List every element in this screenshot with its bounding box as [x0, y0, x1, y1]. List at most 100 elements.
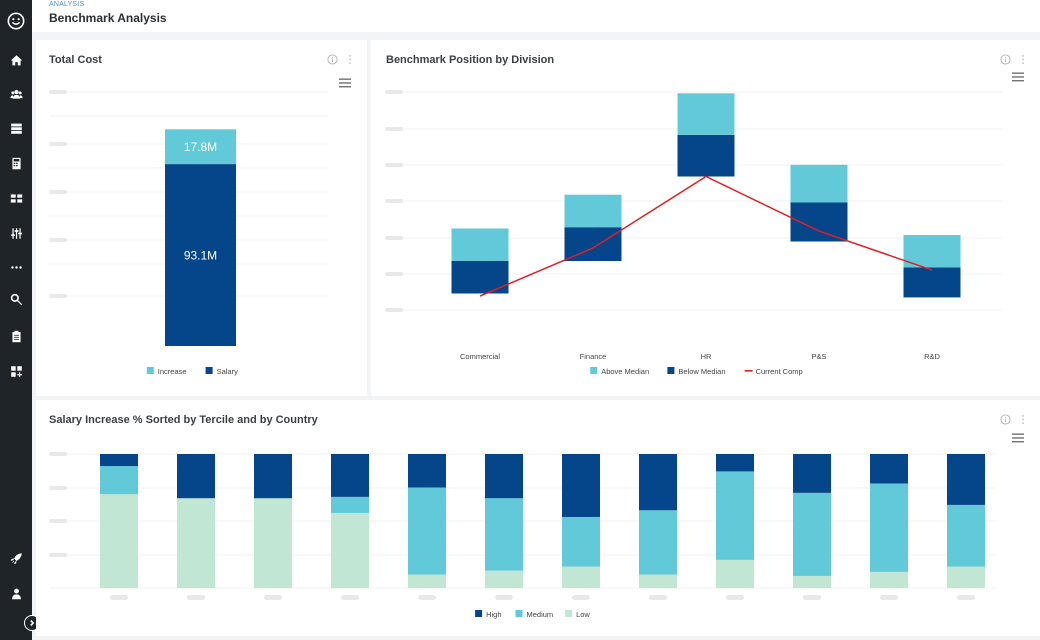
current-comp-line: [479, 175, 933, 297]
chevron-right-icon: [30, 620, 35, 626]
legend-swatch: [475, 610, 483, 617]
info-icon[interactable]: [1000, 414, 1011, 425]
x-tick-label: Finance: [580, 352, 607, 361]
salary-bar: [165, 164, 236, 346]
card-title: Total Cost: [49, 54, 102, 66]
axis-tick-placeholder: [49, 90, 67, 94]
kebab-menu-icon[interactable]: [347, 54, 353, 65]
kebab-menu-icon[interactable]: [1020, 54, 1026, 65]
kebab-menu-icon[interactable]: [1020, 414, 1026, 425]
total-cost-card: Total Cost 93.1M 17.8M Increase Salary: [36, 40, 367, 396]
info-icon[interactable]: [1000, 54, 1011, 65]
x-tick-label: P&S: [811, 352, 826, 361]
low-segment: [947, 566, 985, 588]
axis-tick-placeholder: [385, 127, 403, 131]
legend-label: Medium: [527, 610, 554, 619]
card-title: Benchmark Position by Division: [386, 54, 555, 66]
more-dots-icon[interactable]: [6, 257, 26, 277]
hamburger-menu-icon[interactable]: [339, 78, 351, 88]
legend-label: Salary: [217, 367, 239, 376]
medium-segment: [639, 510, 677, 575]
hamburger-menu-icon[interactable]: [1012, 433, 1024, 443]
benchmark-position-card: Benchmark Position by Division Commercia…: [371, 40, 1040, 396]
axis-tick-placeholder: [49, 238, 67, 242]
low-segment: [562, 566, 600, 588]
x-tick-placeholder: [572, 595, 590, 600]
x-tick-label: HR: [701, 352, 712, 361]
low-segment: [408, 574, 446, 588]
increase-bar: [165, 129, 236, 165]
salary-increase-card: Salary Increase % Sorted by Tercile and …: [36, 400, 1040, 636]
above-median-bar: [451, 228, 509, 261]
axis-tick-placeholder: [49, 519, 67, 523]
below-median-bar: [903, 267, 961, 298]
axis-tick-placeholder: [49, 294, 67, 298]
hamburger-menu-icon[interactable]: [1012, 72, 1024, 82]
low-segment: [716, 559, 754, 588]
low-segment: [639, 574, 677, 588]
axis-tick-placeholder: [385, 308, 403, 312]
smiley-logo-icon[interactable]: [6, 11, 26, 31]
rocket-icon[interactable]: [6, 548, 26, 568]
high-segment: [100, 454, 138, 467]
high-segment: [793, 454, 831, 493]
x-tick-placeholder: [187, 595, 205, 600]
medium-segment: [793, 492, 831, 576]
increase-data-label: 17.8M: [184, 140, 217, 154]
high-segment: [716, 454, 754, 472]
above-median-bar: [564, 194, 622, 228]
legend-swatch: [565, 610, 573, 617]
user-icon[interactable]: [6, 583, 26, 603]
low-segment: [331, 512, 369, 588]
server-icon[interactable]: [6, 118, 26, 138]
legend-swatch: [515, 610, 523, 617]
high-segment: [947, 454, 985, 505]
above-median-bar: [677, 93, 735, 135]
medium-segment: [562, 516, 600, 567]
below-median-bar: [451, 261, 509, 294]
above-median-bar: [790, 164, 848, 203]
clipboard-icon[interactable]: [6, 326, 26, 346]
home-icon[interactable]: [6, 50, 26, 70]
dashboard-add-icon[interactable]: [6, 361, 26, 381]
legend-label: Increase: [158, 367, 187, 376]
legend-swatch: [744, 370, 753, 372]
salary-data-label: 93.1M: [184, 249, 217, 263]
high-segment: [639, 454, 677, 511]
low-segment: [485, 570, 523, 588]
x-tick-placeholder: [495, 595, 513, 600]
header: ANALYSIS Benchmark Analysis: [32, 0, 1040, 32]
magnify-wrench-icon[interactable]: [6, 289, 26, 309]
x-tick-placeholder: [264, 595, 282, 600]
below-median-bar: [677, 134, 735, 177]
legend-swatch: [667, 367, 675, 374]
sliders-icon[interactable]: [6, 223, 26, 243]
low-segment: [100, 494, 138, 588]
grid-layout-icon[interactable]: [6, 188, 26, 208]
x-tick-placeholder: [418, 595, 436, 600]
x-tick-placeholder: [803, 595, 821, 600]
breadcrumb[interactable]: ANALYSIS: [49, 1, 85, 8]
page-title: Benchmark Analysis: [49, 11, 167, 25]
medium-segment: [947, 504, 985, 567]
info-icon[interactable]: [327, 54, 338, 65]
low-segment: [870, 571, 908, 588]
people-icon[interactable]: [6, 84, 26, 104]
benchmark-position-chart: Commercial Finance HR P&S R&D Above Median Bel…: [385, 90, 1003, 376]
legend-label: Current Comp: [756, 367, 803, 376]
high-segment: [485, 454, 523, 499]
x-tick-label: R&D: [924, 352, 940, 361]
legend-swatch: [146, 367, 154, 374]
axis-tick-placeholder: [49, 190, 67, 194]
sidebar: [0, 0, 32, 640]
x-tick-label: Commercial: [460, 352, 500, 361]
axis-tick-placeholder: [385, 163, 403, 167]
x-tick-placeholder: [957, 595, 975, 600]
axis-tick-placeholder: [385, 236, 403, 240]
medium-segment: [716, 471, 754, 560]
high-segment: [870, 454, 908, 484]
high-segment: [562, 454, 600, 517]
legend-swatch: [590, 367, 598, 374]
calculator-icon[interactable]: [6, 153, 26, 173]
low-segment: [793, 575, 831, 588]
